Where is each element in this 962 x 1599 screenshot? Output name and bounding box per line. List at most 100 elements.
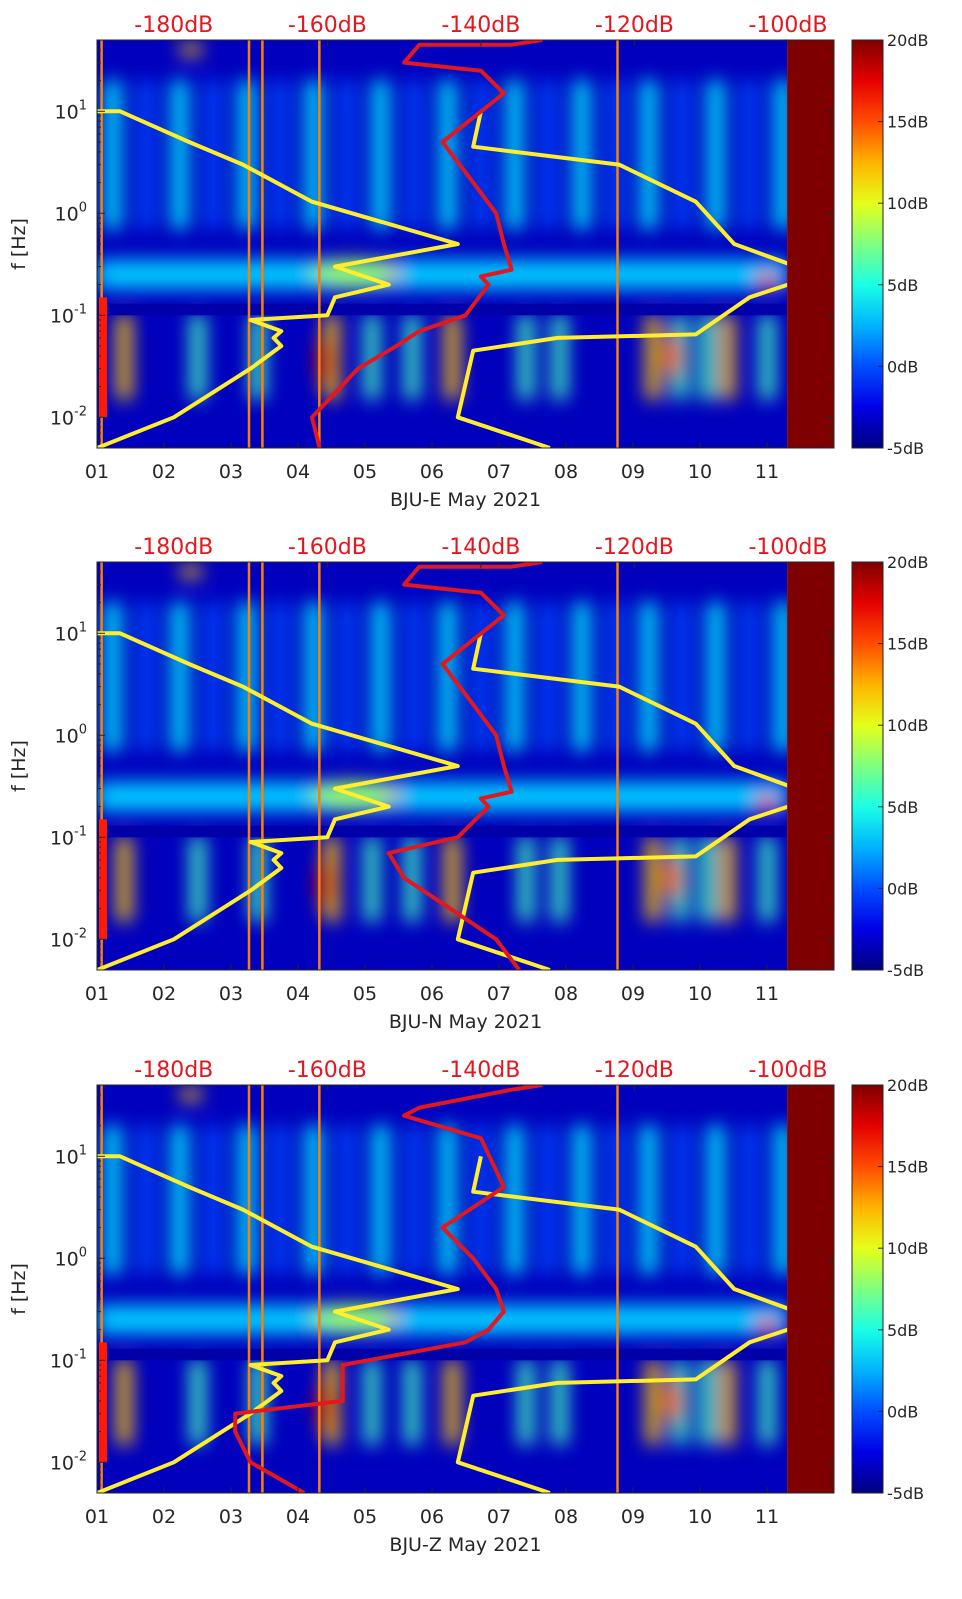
x-axis-label: BJU-N May 2021 [389,1011,542,1033]
x-tick-label: 05 [353,1506,377,1528]
spectrogram-cell [272,80,288,230]
x-tick-label: 11 [755,461,779,483]
spectrogram-cell [406,1125,422,1275]
spectrogram-cell [178,43,203,56]
spectrogram-cell [646,1360,661,1445]
spectrogram-cell [117,1360,132,1445]
x-tick-label: 01 [85,461,109,483]
noise-model-curve [455,110,788,448]
colorbar-tick-label: 20dB [887,31,929,50]
spectrogram-cell [445,1360,460,1445]
spectrogram-cell [760,1360,775,1445]
noise-model-curve [455,632,788,970]
x-tick-label: 06 [420,1506,444,1528]
y-axis-label: f [Hz] [8,740,30,792]
x-tick-label: 07 [487,461,511,483]
spectrogram-cell [100,1085,103,1493]
spectrogram-cell [339,602,355,752]
colorbar-tick-label: 5dB [887,276,918,295]
colorbar [851,561,884,971]
top-axis-tick-label: -100dB [748,1058,827,1083]
y-tick-label: 10-2 [50,1449,87,1474]
top-axis-tick-label: -180dB [134,13,213,38]
y-tick-label: 100 [55,722,87,747]
noise-model-curve [97,109,460,448]
spectrogram-cell [100,40,103,448]
x-tick-label: 10 [688,983,712,1005]
spectrogram-cell [190,1360,205,1445]
spectrogram-cell [117,315,132,400]
spectrogram-cell [365,315,379,400]
spectrogram-cell [708,80,724,230]
spectrogram-cell [105,602,121,752]
spectrogram-cell [720,315,735,400]
spectrogram-cell [339,1125,355,1275]
x-tick-label: 10 [688,1506,712,1528]
top-axis-tick-label: -180dB [134,535,213,560]
spectrogram-cell [646,315,661,400]
spectrogram-cell [440,80,456,230]
spectrogram-cell [445,315,460,400]
spectrogram-cell [405,837,420,922]
noise-model-curve [97,1154,460,1493]
spectrogram-cell [574,602,590,752]
spectrogram-cell [365,837,379,922]
x-tick-label: 09 [621,1506,645,1528]
spectrogram-cell [172,80,188,230]
top-axis-tick-label: -160dB [288,1058,367,1083]
spectrogram-cell [665,333,682,378]
y-tick-label: 10-2 [50,926,87,951]
spectrogram-cell [760,837,775,922]
top-axis-tick-label: -140dB [441,535,520,560]
spectrogram-cell [720,1360,735,1445]
spectrogram-cell [306,1125,322,1275]
spectrogram-saturated-block [787,1085,834,1493]
spectrogram-cell [574,1125,590,1275]
spectrogram-cell [607,602,623,752]
spectrogram-cell [138,602,154,752]
x-tick-label: 07 [487,1506,511,1528]
colorbar [851,39,884,449]
spectrogram-cell [247,562,251,970]
x-tick-label: 02 [152,983,176,1005]
spectrogram-cell [641,602,657,752]
spectrogram-cell [373,1125,389,1275]
y-tick-label: 10-1 [50,824,87,849]
colorbar-tick-label: 20dB [887,1076,929,1095]
x-tick-label: 09 [621,461,645,483]
colorbar-tick-label: 0dB [887,879,918,898]
spectrogram-cell [205,80,221,230]
spectrogram-cell [674,602,690,752]
x-tick-label: 04 [286,461,310,483]
spectrogram-cell [97,303,788,316]
spectrogram-cell [261,562,264,970]
spectrogram-panel: 01 02 03 04 05 06 07 08 09 10 11 10-2 10-1 100 101 -180… [8,535,929,1033]
top-axis-tick-label: -180dB [134,1058,213,1083]
spectrogram-cell [775,80,788,230]
x-tick-label: 08 [554,1506,578,1528]
spectrogram-cell [473,602,489,752]
x-tick-label: 03 [219,461,243,483]
spectrogram-cells [97,40,788,448]
x-tick-label: 05 [353,983,377,1005]
colorbar-tick-label: 5dB [887,798,918,817]
x-axis-label: BJU-Z May 2021 [389,1534,541,1556]
spectrogram-cell [100,562,103,970]
top-axis-tick-label: -160dB [288,13,367,38]
spectrogram-cells [97,1085,788,1493]
spectrogram-cell [405,1360,420,1445]
spectrogram-cell [741,1125,757,1275]
x-tick-label: 02 [152,461,176,483]
y-tick-label: 100 [55,200,87,225]
spectrogram-cell [646,837,661,922]
spectrogram-cell [757,1317,777,1334]
colorbar-tick-label: -5dB [887,1484,924,1503]
spectrogram-cell [239,80,255,230]
spectrogram-cell [117,837,132,922]
spectrogram-cell [440,1125,456,1275]
spectrogram-cell [205,1125,221,1275]
spectrogram-cell [105,80,121,230]
spectrogram-cell [316,1380,333,1433]
colorbar-tick-label: 10dB [887,1239,929,1258]
